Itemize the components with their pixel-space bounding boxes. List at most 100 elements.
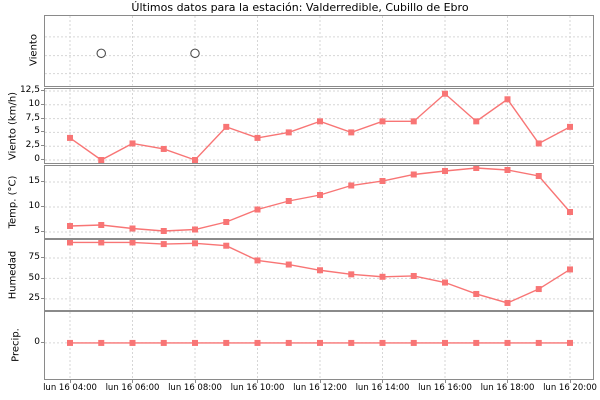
data-point-marker — [442, 339, 448, 346]
data-point-marker — [98, 221, 105, 228]
panel-humidity — [44, 239, 594, 311]
data-point-marker — [160, 241, 167, 248]
y-tick-label: 7,5 — [25, 112, 40, 123]
x-tick-mark — [132, 378, 133, 383]
x-tick-label: lun 16 14:00 — [355, 382, 410, 393]
y-tick-mark — [41, 145, 45, 147]
data-point-marker — [504, 299, 511, 306]
y-tick-label: 0 — [34, 154, 40, 164]
data-point-marker — [285, 261, 292, 268]
data-point-marker — [285, 128, 292, 135]
data-point-marker — [504, 339, 511, 346]
data-point-marker — [223, 123, 230, 130]
data-point-marker — [192, 240, 198, 247]
calm-wind-marker — [96, 48, 106, 59]
x-tick-mark — [319, 378, 321, 383]
data-point-marker — [379, 177, 386, 184]
data-point-marker — [160, 227, 167, 234]
data-point-marker — [67, 339, 73, 346]
data-point-marker — [410, 171, 417, 177]
data-point-marker — [379, 117, 386, 124]
data-point-marker — [504, 95, 511, 102]
x-tick-label: lun 16 16:00 — [418, 382, 472, 393]
data-point-marker — [317, 191, 323, 198]
data-point-marker — [567, 123, 573, 130]
data-point-marker — [67, 134, 73, 141]
data-point-marker — [254, 206, 261, 212]
y-tick-label: 10 — [28, 98, 40, 109]
x-tick-mark — [444, 378, 446, 383]
x-tick-label: lun 16 06:00 — [105, 382, 160, 393]
y-tick-mark — [41, 277, 45, 279]
data-point-marker — [285, 197, 292, 204]
data-point-marker — [535, 286, 542, 293]
y-tick-label: 12,5 — [19, 85, 40, 95]
data-point-marker — [473, 339, 480, 346]
data-point-marker — [129, 339, 136, 346]
data-point-marker — [379, 273, 386, 280]
data-point-marker — [535, 339, 542, 346]
data-point-marker — [98, 156, 105, 163]
data-point-marker — [160, 339, 167, 346]
x-tick-label: lun 16 08:00 — [168, 382, 222, 393]
data-point-marker — [192, 339, 198, 346]
data-point-marker — [442, 279, 448, 286]
data-point-marker — [223, 218, 230, 225]
x-tick-mark — [382, 378, 383, 383]
x-tick-mark — [194, 378, 196, 383]
data-point-marker — [160, 145, 167, 152]
data-point-marker — [67, 222, 73, 229]
calm-wind-marker — [190, 48, 200, 59]
data-point-marker — [442, 90, 448, 97]
data-point-marker — [192, 156, 198, 163]
y-tick-mark — [41, 159, 45, 160]
x-tick-label: lun 16 18:00 — [480, 382, 535, 393]
data-point-marker — [254, 257, 261, 264]
y-tick-mark — [41, 90, 45, 91]
data-point-marker — [254, 339, 261, 346]
data-point-marker — [535, 172, 542, 179]
data-point-marker — [67, 240, 73, 246]
y-tick-label: 25 — [28, 293, 40, 304]
data-point-marker — [473, 290, 480, 297]
y-tick-label: 5 — [34, 226, 40, 236]
x-tick-label: lun 16 04:00 — [43, 382, 97, 393]
data-point-marker — [129, 225, 136, 231]
x-tick-mark — [569, 378, 571, 383]
data-point-marker — [567, 339, 573, 346]
data-point-marker — [98, 240, 105, 246]
data-point-marker — [535, 139, 542, 146]
x-tick-mark — [69, 378, 71, 383]
y-tick-label: 10 — [28, 201, 40, 211]
y-tick-label: 2,5 — [25, 140, 40, 151]
y-tick-label: 5 — [34, 126, 40, 137]
x-tick-label: lun 16 10:00 — [230, 382, 285, 393]
x-tick-label: lun 16 20:00 — [543, 382, 597, 393]
y-axis-label-wind-direction: Viento — [28, 34, 40, 66]
x-tick-mark — [257, 378, 258, 383]
data-point-marker — [410, 117, 417, 124]
data-point-marker — [317, 267, 323, 274]
data-point-marker — [348, 339, 355, 346]
y-tick-mark — [41, 342, 45, 344]
y-tick-mark — [41, 257, 45, 259]
y-tick-mark — [41, 131, 45, 133]
y-tick-mark — [41, 117, 45, 119]
y-tick-label: 50 — [28, 272, 40, 283]
y-tick-mark — [41, 181, 45, 182]
y-tick-mark — [41, 298, 45, 300]
panel-precipitation — [44, 311, 594, 380]
data-point-marker — [254, 134, 261, 141]
y-tick-mark — [41, 231, 45, 232]
y-tick-label: 0 — [34, 337, 40, 348]
data-point-marker — [348, 182, 355, 188]
data-point-marker — [348, 128, 355, 135]
data-point-marker — [223, 242, 230, 249]
data-point-marker — [473, 165, 480, 171]
y-tick-mark — [41, 206, 45, 207]
data-point-marker — [379, 339, 386, 346]
data-point-marker — [129, 139, 136, 146]
data-point-marker — [567, 266, 573, 273]
data-point-marker — [129, 240, 136, 246]
